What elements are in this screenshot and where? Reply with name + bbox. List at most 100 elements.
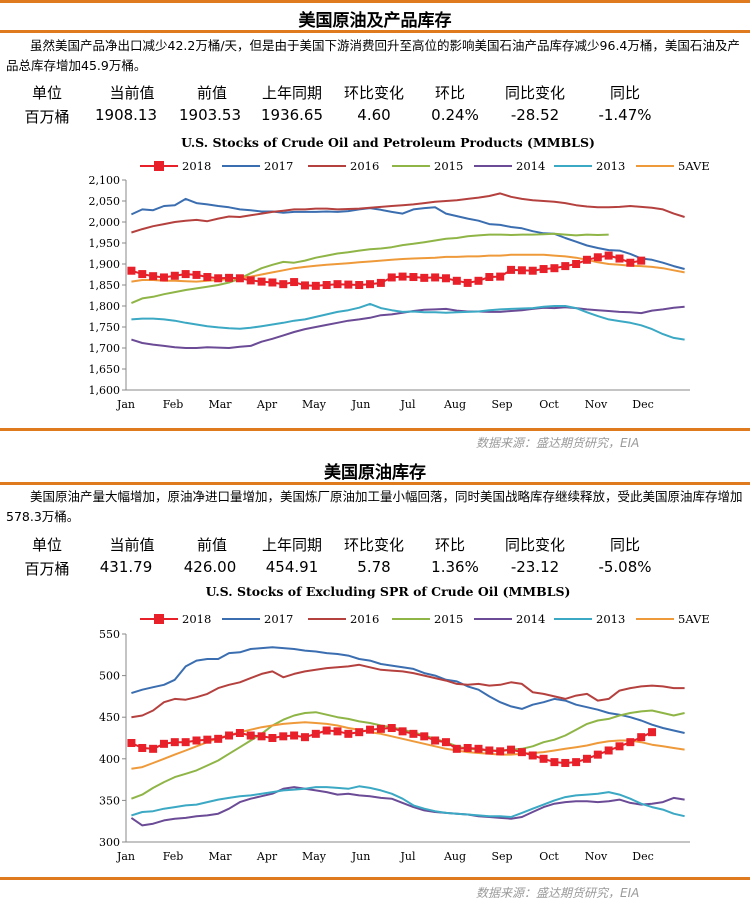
- series-point-2018: [604, 251, 613, 260]
- chart-title: U.S. Stocks of Excluding SPR of Crude Oi…: [206, 584, 571, 599]
- y-tick-label: 550: [99, 628, 120, 641]
- series-point-2018: [159, 273, 168, 282]
- stat-value-last-year: 454.91: [265, 558, 319, 576]
- legend-label-2018: 2018: [182, 612, 211, 626]
- series-point-2018: [333, 727, 342, 736]
- y-tick-label: 2,100: [89, 174, 121, 187]
- series-point-2018: [290, 278, 299, 287]
- legend-label-2013: 2013: [596, 159, 625, 173]
- series-point-2018: [149, 744, 158, 753]
- series-point-2018: [528, 751, 537, 760]
- y-tick-label: 2,050: [89, 195, 121, 208]
- x-tick-label: Jan: [116, 850, 135, 863]
- x-tick-label: Jul: [399, 850, 415, 863]
- series-point-2018: [550, 264, 559, 273]
- y-tick-label: 400: [99, 753, 120, 766]
- stat-header-wow-change: 环比变化: [343, 84, 404, 102]
- section2-title-rule: [0, 482, 750, 485]
- stat-value-current: 431.79: [99, 558, 153, 576]
- series-point-2018: [517, 266, 526, 275]
- series-point-2018: [235, 274, 244, 283]
- series-point-2018: [300, 281, 309, 290]
- series-line-2017: [130, 197, 685, 270]
- series-point-2018: [170, 271, 179, 280]
- series-point-2018: [366, 725, 375, 734]
- series-point-2018: [246, 731, 255, 740]
- series-line-2018: [130, 727, 653, 764]
- legend-label-2015: 2015: [434, 159, 463, 173]
- chart-crude-ex-spr: U.S. Stocks of Excluding SPR of Crude Oi…: [99, 584, 710, 863]
- stat-header-current: 当前值: [109, 84, 155, 102]
- series-point-2018: [192, 270, 201, 279]
- chart-legend: 2018 2017 2016 2015 2014 2013 5AVE: [140, 159, 710, 173]
- series-point-2018: [485, 273, 494, 282]
- series-point-2018: [539, 265, 548, 274]
- x-tick-label: Oct: [539, 398, 559, 411]
- x-tick-label: Oct: [539, 850, 559, 863]
- series-point-2018: [149, 272, 158, 281]
- y-tick-label: 1,950: [89, 237, 121, 250]
- series-point-2018: [409, 729, 418, 738]
- section1-stats-values: 百万桶 1908.13 1903.53 1936.65 4.60 0.24% -…: [0, 106, 750, 128]
- y-tick-label: 2,000: [89, 216, 121, 229]
- stat-value-unit: 百万桶: [24, 560, 70, 578]
- series-point-2018: [572, 758, 581, 767]
- y-tick-label: 1,700: [89, 342, 121, 355]
- stat-header-yoy-change: 同比变化: [504, 84, 565, 102]
- x-tick-label: Sep: [491, 398, 512, 411]
- stat-value-yoy-pct: -1.47%: [598, 106, 652, 124]
- x-tick-label: Jun: [351, 398, 371, 411]
- series-point-2018: [214, 734, 223, 743]
- stat-header-unit: 单位: [31, 536, 62, 554]
- stat-header-wow-pct: 环比: [434, 84, 465, 102]
- series-line-2014: [130, 786, 685, 827]
- chart-title: U.S. Stocks of Crude Oil and Petroleum P…: [181, 135, 595, 150]
- series-point-2018: [311, 281, 320, 290]
- legend-label-2013: 2013: [596, 612, 625, 626]
- series-point-2018: [496, 272, 505, 281]
- series-point-2018: [257, 732, 266, 741]
- series-point-2018: [582, 754, 591, 763]
- series-point-2018: [452, 744, 461, 753]
- series-point-2018: [376, 724, 385, 733]
- series-point-2018: [398, 272, 407, 281]
- series-point-2018: [474, 276, 483, 285]
- series-line-2015: [131, 232, 609, 305]
- stat-header-current: 当前值: [109, 536, 155, 554]
- chart-crude-and-products: U.S. Stocks of Crude Oil and Petroleum P…: [89, 135, 710, 411]
- series-point-2018: [474, 744, 483, 753]
- stat-value-wow-pct: 1.36%: [431, 558, 479, 576]
- series-line-2013: [131, 785, 685, 818]
- x-tick-label: Jul: [399, 398, 415, 411]
- series-point-2018: [463, 278, 472, 287]
- series-point-2018: [300, 733, 309, 742]
- series-point-2018: [279, 732, 288, 741]
- series-point-2018: [311, 729, 320, 738]
- legend-marker-2018: [154, 161, 164, 171]
- series-point-2018: [279, 280, 288, 289]
- stat-value-previous: 426.00: [183, 558, 237, 576]
- section1-title-rule: [0, 30, 750, 33]
- stat-header-wow-pct: 环比: [434, 536, 465, 554]
- y-tick-label: 1,800: [89, 300, 121, 313]
- legend-label-2017: 2017: [264, 612, 293, 626]
- x-tick-label: Nov: [585, 850, 608, 863]
- series-point-2018: [138, 743, 147, 752]
- stat-value-wow-change: 4.60: [357, 106, 391, 124]
- series-point-2018: [409, 273, 418, 282]
- series-point-2018: [441, 738, 450, 747]
- y-tick-label: 450: [99, 711, 120, 724]
- y-tick-label: 500: [99, 670, 120, 683]
- x-tick-label: Feb: [163, 850, 184, 863]
- series-point-2018: [517, 748, 526, 757]
- y-tick-label: 1,650: [89, 363, 121, 376]
- stat-value-yoy-pct: -5.08%: [598, 558, 652, 576]
- series-point-2018: [333, 280, 342, 289]
- x-tick-label: Jun: [351, 850, 371, 863]
- x-tick-label: Aug: [443, 850, 466, 863]
- x-tick-label: Nov: [585, 398, 608, 411]
- section1-source: 数据来源：盛达期货研究，EIA: [476, 436, 640, 450]
- series-point-2018: [507, 265, 516, 274]
- legend-label-2014: 2014: [516, 612, 545, 626]
- section2-source: 数据来源：盛达期货研究，EIA: [476, 886, 640, 900]
